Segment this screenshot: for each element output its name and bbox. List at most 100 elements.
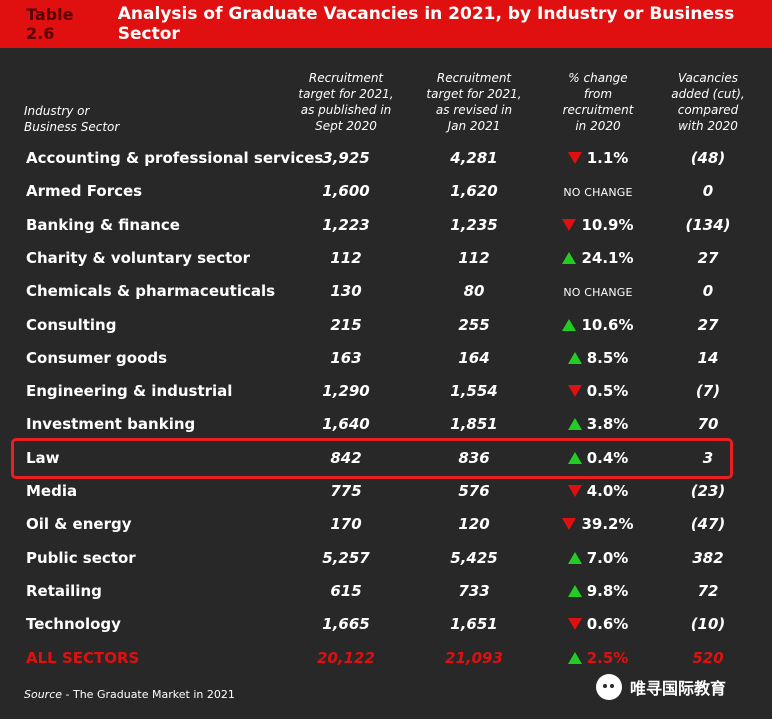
target-published: 112 — [330, 248, 362, 267]
wechat-icon — [596, 674, 622, 700]
percent-change: 10.9% — [548, 213, 648, 237]
sector-name: Charity & voluntary sector — [26, 248, 250, 267]
header-vacancies: Vacancies added (cut), compared with 202… — [658, 70, 758, 134]
header-line: Vacancies — [678, 71, 738, 85]
table-row: Banking & finance 1,223 1,235 10.9% (134) — [0, 213, 772, 237]
target-published: 775 — [330, 482, 362, 500]
percent-value: 24.1% — [581, 248, 634, 267]
up-arrow-icon — [562, 251, 577, 264]
percent-change: 1.1% — [548, 146, 648, 170]
vacancies-change: 27 — [697, 248, 719, 267]
target-published: 1,665 — [322, 615, 370, 634]
target-published: 5,257 — [322, 548, 370, 567]
table-row: Armed Forces 1,600 1,620 NO CHANGE 0 — [0, 179, 772, 203]
vacancies-change: 382 — [692, 548, 724, 567]
header-line: Jan 2021 — [447, 119, 501, 133]
sector-name: Oil & energy — [26, 515, 132, 534]
percent-value: 10.9% — [581, 215, 634, 234]
table-row: Media 775 576 4.0% (23) — [0, 479, 772, 503]
table-row: Consulting 215 255 10.6% 27 — [0, 313, 772, 337]
sector-name: Chemicals & pharmaceuticals — [26, 282, 276, 301]
table-row: Engineering & industrial 1,290 1,554 0.5% (7… — [0, 379, 772, 403]
header-change: % change from recruitment in 2020 — [548, 70, 648, 134]
down-arrow-icon — [567, 152, 582, 164]
header-line: as published in — [300, 103, 392, 117]
vacancies-change: 14 — [697, 348, 719, 367]
percent-value: 7.0% — [586, 548, 629, 567]
table-row: Consumer goods 163 164 8.5% 14 — [0, 346, 772, 370]
header-line: recruitment — [562, 103, 634, 117]
up-arrow-icon — [567, 651, 582, 664]
vacancies-change: 70 — [697, 415, 719, 434]
target-revised: 255 — [458, 315, 490, 334]
down-arrow-icon — [567, 618, 582, 631]
table-row: Public sector 5,257 5,425 7.0% 382 — [0, 546, 772, 570]
sector-name: Retailing — [26, 581, 102, 600]
sector-name: Consumer goods — [26, 348, 168, 367]
percent-value: 2.5% — [586, 648, 629, 667]
sector-name: Technology — [26, 615, 121, 634]
header-line: in 2020 — [575, 119, 621, 133]
target-revised: 5,425 — [450, 548, 498, 567]
percent-value: 1.1% — [586, 149, 629, 167]
header-industry: Industry or Business Sector — [24, 103, 184, 135]
watermark: 唯寻国际教育 — [596, 674, 726, 700]
header-line: compared — [677, 103, 739, 117]
down-arrow-icon — [567, 385, 582, 398]
target-published: 842 — [330, 448, 362, 467]
percent-change: 9.8% — [548, 579, 648, 603]
sector-name: Armed Forces — [26, 182, 143, 201]
sector-name: Consulting — [26, 315, 117, 334]
vacancies-change: 3 — [702, 448, 714, 467]
target-revised: 80 — [463, 282, 485, 301]
no-change-label: NO CHANGE — [563, 186, 633, 200]
percent-change: 7.0% — [548, 546, 648, 570]
percent-change: 8.5% — [548, 346, 648, 370]
percent-value: 0.5% — [586, 382, 629, 401]
sector-name: ALL SECTORS — [26, 648, 140, 667]
sector-name: Public sector — [26, 548, 136, 567]
source-text: - The Graduate Market in 2021 — [62, 688, 235, 701]
vacancies-change: (47) — [690, 515, 726, 534]
percent-value: 3.8% — [586, 415, 629, 434]
vacancies-change: (23) — [690, 482, 726, 500]
up-arrow-icon — [567, 351, 582, 364]
law-row-highlight — [11, 438, 733, 479]
target-revised: 576 — [458, 482, 490, 500]
target-published: 1,223 — [322, 215, 370, 234]
target-revised: 1,620 — [450, 182, 498, 201]
table-row: Investment banking 1,640 1,851 3.8% 70 — [0, 412, 772, 436]
target-published: 20,122 — [317, 648, 375, 667]
up-arrow-icon — [567, 584, 582, 597]
target-revised: 1,851 — [450, 415, 498, 434]
source-note: Source - The Graduate Market in 2021 — [24, 688, 235, 701]
header-line: target for 2021, — [426, 87, 522, 101]
target-published: 615 — [330, 581, 362, 600]
title-bar: Table 2.6 Analysis of Graduate Vacancies… — [0, 0, 772, 48]
header-line: Sept 2020 — [315, 119, 377, 133]
percent-change: NO CHANGE — [548, 279, 648, 303]
target-revised: 1,651 — [450, 615, 498, 634]
sector-name: Investment banking — [26, 415, 196, 434]
target-revised: 164 — [458, 348, 490, 367]
target-published: 163 — [330, 348, 362, 367]
header-line: target for 2021, — [298, 87, 394, 101]
vacancies-change: 0 — [702, 282, 714, 301]
target-revised: 836 — [458, 448, 490, 467]
target-revised: 120 — [458, 515, 490, 534]
vacancies-change: (48) — [690, 149, 726, 167]
table-number: Table 2.6 — [26, 5, 74, 43]
down-arrow-icon — [567, 485, 582, 497]
percent-change: 10.6% — [548, 313, 648, 337]
vacancies-change: (10) — [690, 615, 726, 634]
percent-value: 0.4% — [586, 448, 629, 467]
vacancies-change: 0 — [702, 182, 714, 201]
target-revised: 1,235 — [450, 215, 498, 234]
header-revised: Recruitment target for 2021, as revised … — [422, 70, 526, 134]
watermark-text: 唯寻国际教育 — [630, 679, 727, 698]
target-published: 170 — [330, 515, 362, 534]
percent-change: 0.4% — [548, 446, 648, 470]
percent-value: 9.8% — [586, 581, 629, 600]
percent-change: 4.0% — [548, 479, 648, 503]
vacancies-change: 520 — [692, 648, 724, 667]
